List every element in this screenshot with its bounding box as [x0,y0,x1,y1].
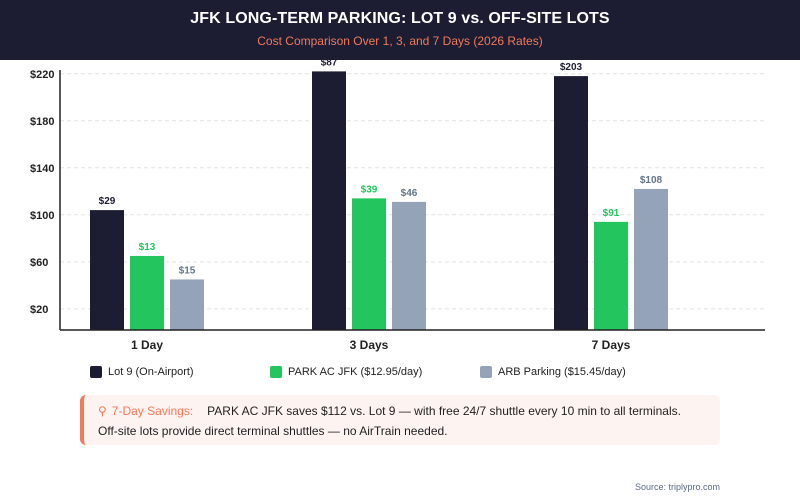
chart-title: JFK LONG-TERM PARKING: LOT 9 vs. OFF-SIT… [190,10,610,27]
bar-value-label: $13 [139,242,156,253]
bar-value-label: $108 [640,175,663,186]
y-tick-label: $20 [30,304,48,316]
bar [594,221,628,330]
bar [554,76,588,331]
legend-label-arb: ARB Parking ($15.45/day) [498,366,626,378]
chart-subtitle: Cost Comparison Over 1, 3, and 7 Days (2… [257,34,543,48]
bar-value-label: $91 [603,208,620,219]
x-tick-label: 1 Day [131,338,163,352]
legend-swatch-parkac [270,366,282,378]
legend-label-lot9: Lot 9 (On-Airport) [108,366,194,378]
bar [634,188,668,330]
legend-item-parkac: PARK AC JFK ($12.95/day) [270,366,422,378]
legend-swatch-arb [480,366,492,378]
legend-swatch-lot9 [90,366,102,378]
y-tick-label: $180 [30,116,54,128]
chart-legend: Lot 9 (On-Airport) PARK AC JFK ($12.95/d… [90,366,730,382]
y-tick-label: $220 [30,69,54,81]
bar [312,71,346,331]
bar [90,210,124,330]
bar-value-label: $39 [361,184,378,195]
source-credit: Source: triplypro.com [634,482,720,492]
callout-line-2: Off-site lots provide direct terminal sh… [98,424,448,438]
legend-item-lot9: Lot 9 (On-Airport) [90,366,194,378]
bar [392,201,426,330]
bar-value-label: $203 [560,62,583,73]
callout-text: PARK AC JFK saves $112 vs. Lot 9 — with … [207,404,681,418]
bar-value-label: $15 [179,265,196,276]
callout-label: 7-Day Savings: [111,404,194,418]
bar [352,198,386,330]
bar [170,279,204,330]
legend-label-parkac: PARK AC JFK ($12.95/day) [288,366,423,378]
legend-item-arb: ARB Parking ($15.45/day) [480,366,626,378]
chart-header: JFK LONG-TERM PARKING: LOT 9 vs. OFF-SIT… [0,0,800,60]
y-tick-label: $60 [30,257,48,269]
y-tick-label: $140 [30,163,54,175]
lightbulb-icon: ⚲ [98,404,107,418]
y-tick-label: $100 [30,210,54,222]
bar [130,255,164,330]
bar-value-label: $46 [401,188,418,199]
x-tick-label: 3 Days [350,338,389,352]
bar-chart: $20 $60 $100 $140 $180 $220 $29 $13 $15 1 Day $87 $… [30,57,765,352]
callout-line-1: ⚲ 7-Day Savings: PARK AC JFK saves $112 vs… [98,401,710,421]
x-tick-label: 7 Days [592,338,631,352]
savings-callout: ⚲ 7-Day Savings: PARK AC JFK saves $112 vs… [80,395,720,445]
bar-value-label: $87 [321,57,338,68]
bar-value-label: $29 [99,196,116,207]
